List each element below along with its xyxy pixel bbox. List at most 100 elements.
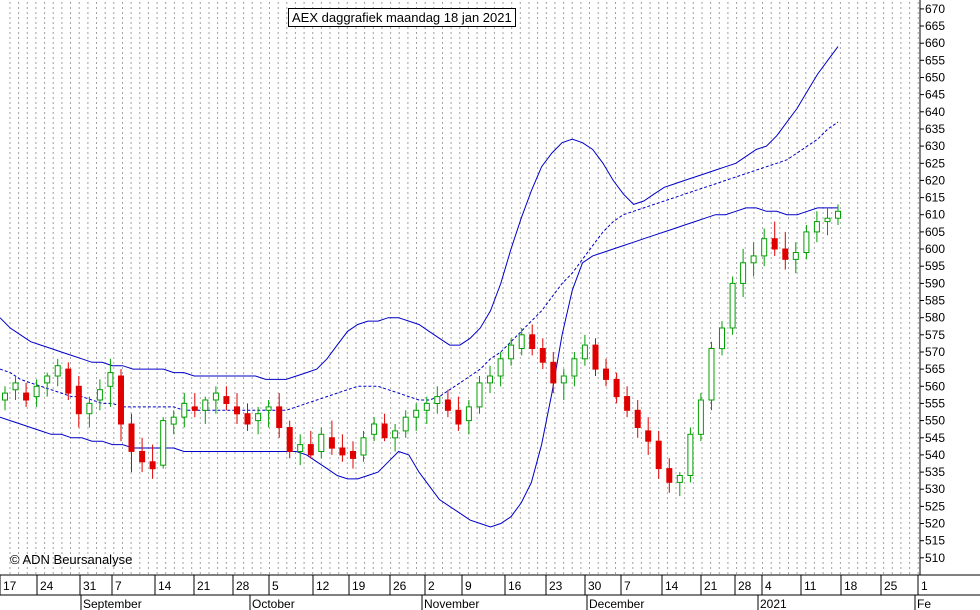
- y-tick-label: 640: [925, 105, 945, 119]
- x-tick-label: 23: [549, 579, 563, 593]
- x-tick-label: 7: [115, 579, 122, 593]
- candle-body: [676, 475, 683, 483]
- candle-body: [181, 402, 188, 418]
- y-tick-label: 515: [925, 534, 945, 548]
- candle-body: [782, 248, 789, 260]
- x-tick-label: 30: [588, 579, 602, 593]
- candle-body: [392, 430, 399, 439]
- candle-body: [202, 399, 209, 411]
- y-tick-label: 540: [925, 448, 945, 462]
- chart-title: AEX daggrafiek maandag 18 jan 2021: [288, 8, 516, 27]
- candle-body: [54, 365, 61, 377]
- candle-body: [761, 238, 768, 257]
- y-axis: 510 515 520 525 530 535 540 545 550 555 560 565 570 5…: [920, 2, 945, 565]
- y-tick-label: 530: [925, 482, 945, 496]
- candle-body: [592, 344, 599, 370]
- candle-body: [12, 382, 19, 391]
- month-label: October: [252, 597, 295, 610]
- candle-body: [603, 368, 609, 380]
- candle-body: [708, 348, 715, 401]
- month-label: November: [424, 597, 479, 610]
- y-tick-label: 650: [925, 71, 945, 85]
- bollinger-bands: [0, 46, 839, 528]
- candle-body: [666, 468, 673, 483]
- candle-body: [33, 385, 40, 398]
- y-tick-label: 615: [925, 191, 945, 205]
- month-label: Fe: [917, 597, 931, 610]
- upper-band-line: [0, 46, 839, 380]
- copyright-credit: © ADN Beursanalyse: [10, 552, 133, 567]
- x-tick-label: 14: [158, 579, 172, 593]
- y-tick-label: 525: [925, 499, 945, 513]
- y-tick-label: 625: [925, 156, 945, 170]
- y-tick-label: 610: [925, 208, 945, 222]
- candle-body: [750, 255, 757, 264]
- candle-body: [613, 378, 620, 398]
- candle-body: [465, 406, 472, 422]
- candle-body: [96, 389, 103, 401]
- y-tick-label: 655: [925, 53, 945, 67]
- candle-body: [234, 406, 240, 415]
- candle-body: [624, 396, 631, 411]
- candle-body: [402, 416, 409, 432]
- candle-body: [476, 382, 483, 408]
- x-tick-label: 1: [921, 579, 928, 593]
- candle-body: [539, 348, 546, 363]
- candle-body: [297, 444, 304, 453]
- y-tick-label: 670: [925, 2, 945, 16]
- y-tick-label: 605: [925, 225, 945, 239]
- x-axis: 17 24 31 7 14 21 28 5 12 19 26 2 9 16 23 30 7 14 21 28 4 11 18…: [0, 575, 931, 610]
- y-tick-label: 560: [925, 379, 945, 393]
- candle-body: [740, 262, 747, 284]
- candle-body: [655, 440, 662, 470]
- candle-body: [455, 409, 462, 425]
- candle-body: [581, 344, 588, 360]
- x-tick-label: 9: [465, 579, 472, 593]
- candle-body: [729, 282, 736, 329]
- y-tick-label: 550: [925, 414, 945, 428]
- candle-body: [191, 406, 198, 411]
- x-tick-label: 2: [428, 579, 435, 593]
- y-tick-label: 545: [925, 431, 945, 445]
- candle-body: [286, 427, 293, 452]
- candle-body: [44, 375, 51, 384]
- candle-body: [118, 375, 124, 425]
- y-tick-label: 635: [925, 122, 945, 136]
- candle-body: [508, 344, 515, 360]
- month-label: 2021: [760, 597, 787, 610]
- x-tick-label: 11: [804, 579, 817, 593]
- y-tick-label: 600: [925, 242, 945, 256]
- candle-body: [518, 334, 525, 349]
- x-tick-label: 26: [393, 579, 407, 593]
- candle-body: [444, 399, 451, 411]
- candle-body: [687, 433, 694, 476]
- y-tick-label: 665: [925, 19, 945, 33]
- x-tick-label: 4: [765, 579, 772, 593]
- candle-body: [697, 399, 704, 435]
- candle-body: [128, 423, 135, 452]
- candle-body: [75, 385, 82, 415]
- x-tick-label: 25: [884, 579, 898, 593]
- x-tick-label: 5: [272, 579, 279, 593]
- y-tick-label: 520: [925, 517, 945, 531]
- candle-body: [2, 392, 8, 401]
- candle-body: [255, 413, 262, 422]
- candle-body: [212, 392, 219, 401]
- middle-band-line: [0, 121, 839, 411]
- candle-body: [360, 437, 367, 456]
- x-tick-label: 21: [704, 579, 718, 593]
- y-tick-label: 630: [925, 139, 945, 153]
- y-tick-label: 660: [925, 36, 945, 50]
- plot-frame: [0, 0, 980, 596]
- lower-band-line: [0, 207, 838, 528]
- y-tick-label: 595: [925, 259, 945, 273]
- candle-body: [550, 361, 557, 384]
- candle-body: [328, 437, 335, 449]
- y-tick-label: 510: [925, 551, 945, 565]
- candle-body: [265, 406, 272, 411]
- vertical-gridlines: [9, 2, 919, 575]
- candle-body: [487, 375, 493, 384]
- candle-body: [824, 217, 831, 223]
- candles: [2, 204, 841, 497]
